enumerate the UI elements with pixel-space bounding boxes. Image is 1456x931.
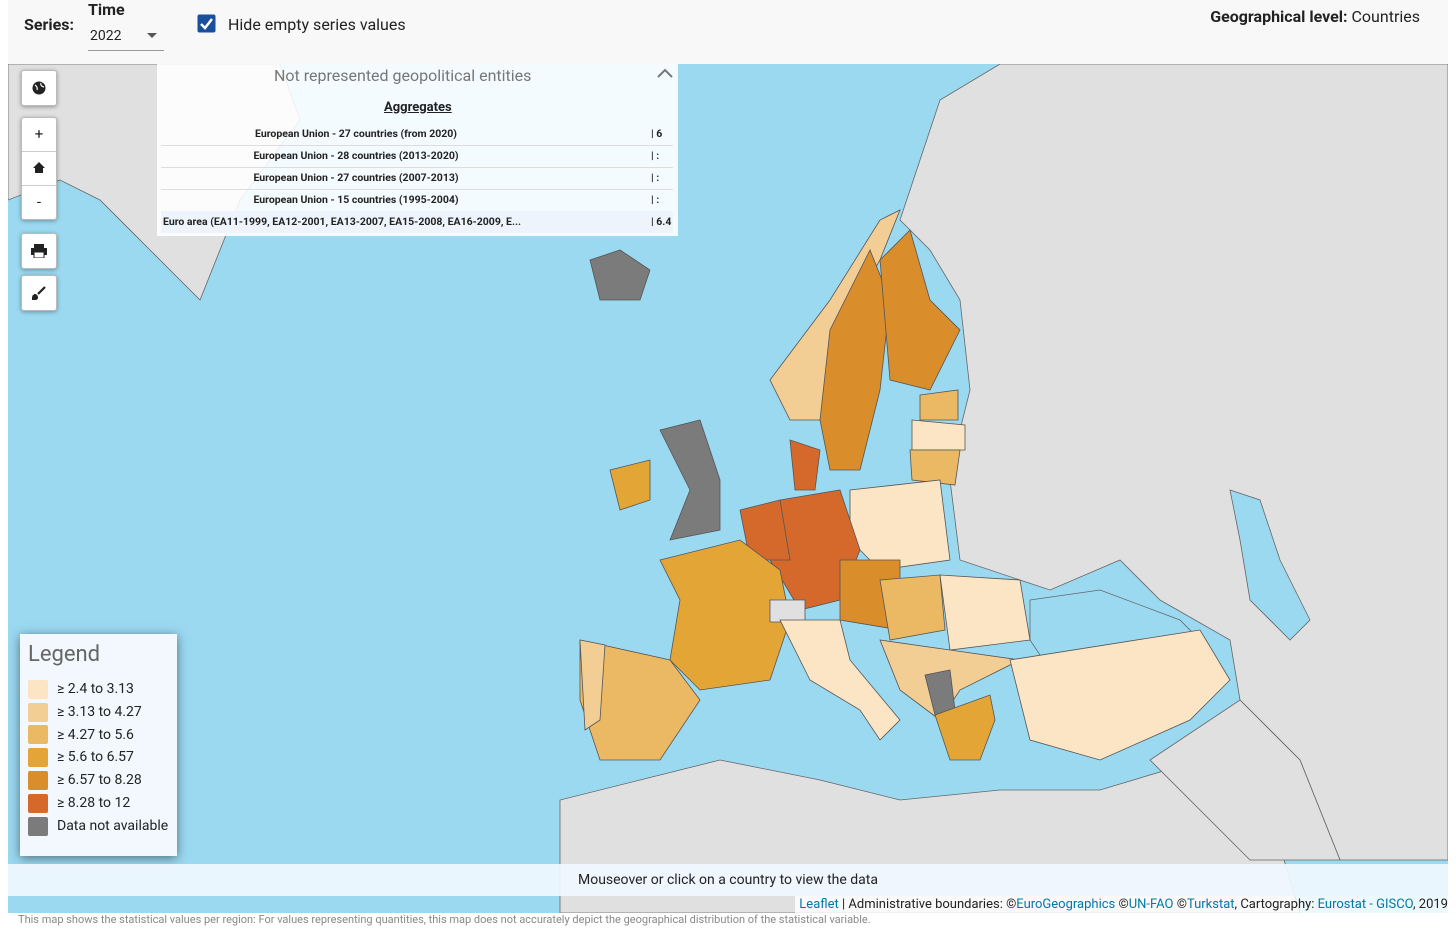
aggregate-value: | : [651, 171, 660, 184]
legend-item: ≥ 4.27 to 5.6 [28, 725, 134, 745]
panel-row: Euro area (EA11-1999, EA12-2001, EA13-20… [161, 211, 673, 233]
zoom-in[interactable]: + [22, 118, 56, 152]
aggregate-value: | 6.4 [651, 215, 672, 228]
series-label: Series: [24, 15, 74, 34]
legend-label: ≥ 8.28 to 12 [57, 795, 131, 811]
attribution-text: , Cartography: [1234, 897, 1318, 912]
legend-item: ≥ 5.6 to 6.57 [28, 747, 134, 768]
legend-swatch [28, 725, 48, 745]
legend-item: ≥ 2.4 to 3.13 [28, 679, 134, 699]
zoom-out[interactable]: - [36, 193, 42, 211]
panel-row: European Union - 28 countries (2013-2020… [161, 145, 673, 168]
time-select[interactable]: 2022 [88, 26, 164, 51]
checkbox-label[interactable]: Hide empty series values [228, 15, 406, 34]
aggregate-value: | : [651, 149, 660, 162]
legend-item: Data not available [28, 816, 168, 836]
aggregate-value: | 6 [651, 127, 663, 140]
legend-swatch [28, 702, 48, 722]
collapse-icon[interactable] [657, 68, 673, 78]
legend-label: Data not available [57, 817, 169, 834]
attribution-text: | Administrative boundaries: © [838, 897, 1017, 912]
panel-section: Aggregates [384, 100, 452, 115]
legend-label: ≥ 2.4 to 3.13 [57, 681, 134, 697]
legend-label: ≥ 5.6 to 6.57 [57, 749, 134, 766]
aggregates-panel: Not represented geopolitical entities Ag… [157, 64, 678, 236]
aggregate-name: European Union - 27 countries (from 2020… [255, 127, 457, 140]
legend-label: ≥ 3.13 to 4.27 [57, 703, 142, 720]
brush-icon [30, 286, 46, 302]
attribution: Leaflet | Administrative boundaries: ©Eu… [795, 896, 1448, 913]
print-button[interactable] [21, 233, 57, 269]
attribution-link[interactable]: UN-FAO [1128, 897, 1174, 912]
panel-row: European Union - 15 countries (1995-2004… [161, 189, 673, 212]
aggregate-name: European Union - 15 countries (1995-2004… [253, 193, 459, 206]
legend-label: ≥ 4.27 to 5.6 [57, 726, 134, 743]
dropdown-arrow [147, 33, 157, 38]
attribution-link[interactable]: EuroGeographics [1016, 897, 1116, 912]
legend-label: ≥ 6.57 to 8.28 [57, 772, 142, 789]
globe-button[interactable] [21, 70, 57, 106]
attribution-link[interactable]: Eurostat - GISCO [1317, 897, 1413, 912]
aggregate-name: European Union - 27 countries (2007-2013… [253, 171, 459, 184]
map[interactable] [8, 64, 1448, 913]
disclaimer: This map shows the statistical values pe… [18, 913, 871, 926]
aggregate-name: European Union - 28 countries (2013-2020… [253, 149, 459, 162]
legend-title: Legend [28, 642, 101, 667]
print-icon [31, 244, 47, 259]
panel-title: Not represented geopolitical entities [274, 66, 532, 85]
legend-swatch [28, 770, 48, 790]
panel-row: European Union - 27 countries (from 2020… [161, 123, 673, 146]
aggregate-name: Euro area (EA11-1999, EA12-2001, EA13-20… [163, 215, 522, 228]
panel-row: European Union - 27 countries (2007-2013… [161, 167, 673, 190]
attribution-text: , 2019 [1412, 897, 1448, 912]
legend-swatch [28, 679, 48, 699]
attribution-link[interactable]: Turkstat [1186, 897, 1235, 912]
attribution-text: © [1115, 897, 1129, 912]
legend: Legend ≥ 2.4 to 3.13 ≥ 3.13 to 4.27 ≥ 4.27… [20, 634, 177, 856]
legend-swatch [28, 816, 48, 836]
globe-icon [32, 81, 46, 95]
home-button[interactable] [22, 152, 56, 186]
geo-level-label: Geographical level: [1210, 7, 1348, 26]
time-label: Time [88, 0, 125, 19]
legend-item: ≥ 6.57 to 8.28 [28, 770, 142, 790]
checkbox[interactable] [197, 14, 216, 33]
aggregate-value: | : [651, 193, 660, 206]
legend-item: ≥ 8.28 to 12 [28, 793, 130, 813]
zoom-controls: + - [21, 117, 57, 220]
home-icon [33, 162, 45, 173]
info-bar: Mouseover or click on a country to view … [8, 864, 1448, 896]
style-button[interactable] [21, 275, 57, 311]
geo-level: Geographical level: Countries [1210, 7, 1420, 26]
top-bar: Series: Time 2022 Hide empty series valu… [8, 0, 1448, 64]
info-text: Mouseover or click on a country to view … [577, 872, 878, 888]
attribution-text: © [1173, 897, 1187, 912]
legend-item: ≥ 3.13 to 4.27 [28, 702, 142, 722]
attribution-link[interactable]: Leaflet [799, 897, 839, 912]
legend-swatch [28, 748, 48, 768]
geo-level-value: Countries [1351, 7, 1420, 26]
time-value: 2022 [90, 28, 122, 44]
legend-swatch [28, 793, 48, 813]
